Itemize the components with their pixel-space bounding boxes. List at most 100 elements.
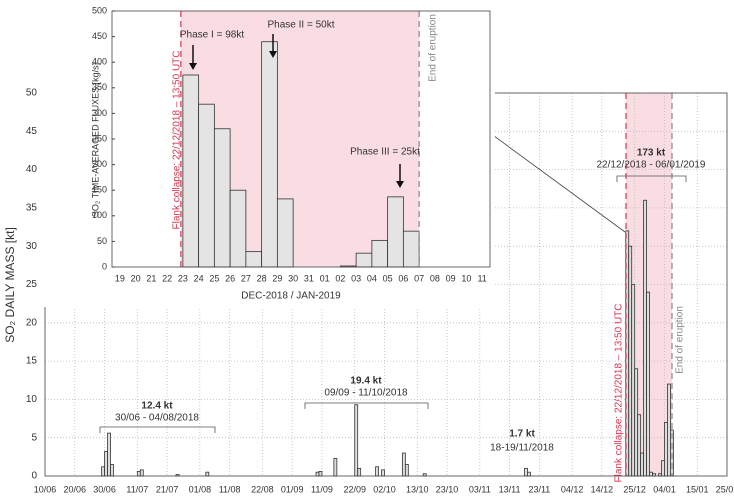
annotation-period: 18-19/11/2018 (490, 443, 554, 454)
connector (489, 132, 626, 233)
bracket (99, 426, 216, 433)
bar (357, 467, 362, 477)
x-tick-label: 25/12 (623, 484, 646, 494)
x-tick-label: 23/10 (436, 484, 459, 494)
event-label: Flank collapse: 22/12/2018 – 13:50 UTC (614, 304, 625, 483)
y-tick-label: 45 (26, 126, 38, 137)
x-tick-label: 04/01 (653, 484, 676, 494)
x-tick-label: 03/11 (469, 484, 491, 494)
bar (640, 452, 645, 477)
bar (375, 466, 379, 477)
bar (229, 189, 247, 268)
y-tick-label: 35 (26, 203, 38, 214)
phase-label: Phase III = 25kt (350, 147, 420, 158)
y-tick-label: 0 (31, 471, 37, 482)
x-tick-label: 15/01 (686, 484, 709, 494)
event-label: End of eruption (428, 14, 439, 82)
bar (527, 471, 531, 477)
bar (333, 457, 338, 477)
frame (111, 10, 491, 268)
x-tick-label: 21/07 (156, 484, 179, 494)
x-tick-label: 27 (241, 273, 251, 283)
bar (649, 471, 653, 477)
y-axis-label: SO₂ DAILY MASS [kt] (3, 227, 17, 343)
bar (354, 404, 359, 477)
x-tick-label: 22 (162, 273, 172, 283)
bar (637, 414, 642, 477)
x-tick-label: 11 (477, 273, 486, 283)
bar (371, 239, 389, 268)
x-tick-label: 22/08 (251, 484, 274, 494)
x-axis-label: DEC-2018 / JAN-2019 (241, 291, 341, 302)
bar (381, 469, 385, 477)
bar (401, 452, 406, 477)
x-tick-label: 26 (225, 273, 235, 283)
bar (404, 464, 409, 477)
x-tick-label: 06 (398, 273, 408, 283)
x-tick-label: 30 (288, 273, 298, 283)
annotation-total: 12.4 kt (141, 401, 173, 412)
x-tick-label: 01/09 (281, 484, 304, 494)
x-tick-label: 05 (383, 273, 393, 283)
y-tick-label: 50 (97, 236, 107, 246)
bar (315, 471, 320, 477)
bar (664, 421, 668, 477)
y-tick-label: 300 (92, 108, 107, 118)
x-tick-label: 24 (194, 273, 204, 283)
annotation-total: 173 kt (637, 148, 666, 159)
x-tick-label: 10 (461, 273, 471, 283)
x-tick-label: 04/12 (561, 484, 584, 494)
y-tick-label: 50 (26, 88, 38, 99)
x-tick-label: 13/10 (406, 484, 429, 494)
bar (182, 74, 200, 268)
phase-label: Phase II = 50kt (268, 20, 335, 31)
x-tick-label: 13/11 (499, 484, 521, 494)
x-tick-label: 14/12 (591, 484, 614, 494)
y-axis-label: SO₂ TIME-AVERAGED FLUXES [kg/s] (90, 63, 100, 217)
bar (101, 466, 105, 477)
x-tick-label: 09 (446, 273, 456, 283)
bar (139, 469, 144, 477)
x-tick-label: 20 (131, 273, 141, 283)
x-tick-label: 11/07 (126, 484, 148, 494)
arrow-head (396, 181, 404, 188)
x-tick-label: 28 (257, 273, 267, 283)
bar (628, 245, 633, 477)
x-tick-label: 07 (414, 273, 424, 283)
arrow-head (269, 51, 277, 58)
annotation-period: 30/06 - 04/08/2018 (115, 413, 199, 424)
arrow-head (189, 63, 197, 70)
bar (631, 284, 636, 477)
x-tick-label: 31 (304, 273, 314, 283)
bracket (304, 402, 429, 409)
bar (355, 252, 373, 268)
bar (107, 432, 111, 477)
bracket (616, 175, 687, 182)
x-tick-label: 20/06 (64, 484, 87, 494)
x-tick-label: 11/08 (219, 484, 241, 494)
y-tick-label: 250 (92, 133, 107, 143)
y-tick-label: 15 (26, 356, 38, 367)
bar (245, 251, 263, 268)
bar (261, 41, 278, 268)
bar (387, 196, 404, 268)
y-tick-label: 0 (102, 261, 107, 271)
y-tick-label: 400 (92, 57, 107, 67)
bar (643, 199, 647, 477)
x-tick-label: 03 (351, 273, 361, 283)
annotation-total: 1.7 kt (509, 429, 535, 440)
annotation-period: 22/12/2018 - 06/01/2019 (597, 160, 706, 171)
x-tick-label: 01 (320, 273, 330, 283)
y-tick-label: 150 (92, 185, 107, 195)
x-tick-label: 29 (272, 273, 282, 283)
y-tick-label: 5 (31, 432, 37, 443)
bar (646, 291, 650, 477)
x-tick-label: 10/06 (34, 484, 57, 494)
bar (110, 464, 114, 477)
x-tick-label: 22/09 (343, 484, 366, 494)
x-tick-label: 19 (115, 273, 125, 283)
x-tick-label: 25 (209, 273, 219, 283)
x-tick-label: 25/01 (716, 484, 734, 494)
y-tick-label: 20 (26, 317, 38, 328)
